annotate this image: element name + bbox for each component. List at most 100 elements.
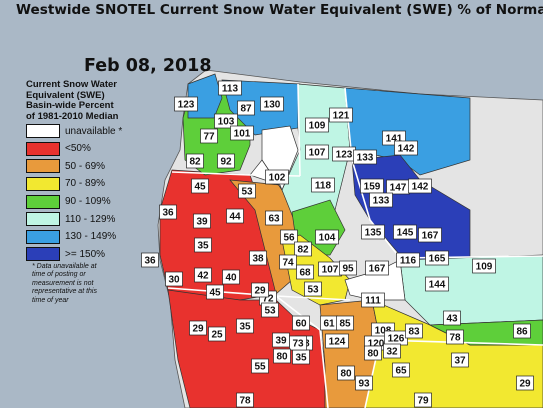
basin-label: 95 xyxy=(339,260,357,276)
basin-value: 144 xyxy=(429,280,446,291)
basin-value: 78 xyxy=(239,396,251,407)
legend-item-unavailable: unavailable * xyxy=(26,122,196,140)
basin-label: 109 xyxy=(305,117,329,133)
basin-label-box xyxy=(200,128,218,144)
basin-value: 104 xyxy=(319,233,336,244)
basin-label: 159 xyxy=(360,178,384,194)
basin-value: 107 xyxy=(309,148,326,159)
basin-value: 37 xyxy=(454,356,466,367)
basin-label-box xyxy=(208,326,226,342)
basin-label-box xyxy=(304,281,322,297)
basin-value: 38 xyxy=(252,254,264,265)
boundary-id-nv xyxy=(275,295,351,301)
basin-value: 80 xyxy=(340,369,352,380)
basin-value: 60 xyxy=(295,319,307,330)
basin-value: 103 xyxy=(218,117,235,128)
basin-label: 87 xyxy=(237,100,255,116)
basin-label-box xyxy=(226,208,244,224)
basin-label: 102 xyxy=(265,169,289,185)
basin-value: 167 xyxy=(422,231,439,242)
basin-value: 35 xyxy=(197,241,209,252)
basin-value: 133 xyxy=(373,196,390,207)
basin-label: 45 xyxy=(206,284,224,300)
basin-label-box xyxy=(217,153,235,169)
basin-label: 142 xyxy=(394,140,418,156)
basin-label-box xyxy=(361,224,385,240)
basin-value: 133 xyxy=(357,153,374,164)
basin-label: 107 xyxy=(305,144,329,160)
boundary-ca-nv xyxy=(275,295,329,408)
basin-label: 29 xyxy=(251,282,269,298)
basin-label: 80 xyxy=(273,348,291,364)
legend-label: 130 - 149% xyxy=(65,231,117,243)
basin-value: 36 xyxy=(162,208,174,219)
basin-value: 107 xyxy=(322,265,339,276)
basin-label-box xyxy=(361,292,385,308)
basin-label: 68 xyxy=(296,264,314,280)
basin-label: 104 xyxy=(315,229,339,245)
basin-label: 30 xyxy=(165,271,183,287)
basin-value: 61 xyxy=(323,319,335,330)
basin-label-box xyxy=(296,264,314,280)
basin-label-box xyxy=(394,140,418,156)
basin-label-box xyxy=(305,117,329,133)
basin-value: 93 xyxy=(358,379,370,390)
basin-label-box xyxy=(408,178,432,194)
basin-value: 30 xyxy=(168,275,180,286)
legend-swatch xyxy=(26,159,60,174)
basin-label-box xyxy=(305,144,329,160)
basin-value: 45 xyxy=(209,288,221,299)
basin-label: 93 xyxy=(355,375,373,391)
basin-label-box xyxy=(369,192,393,208)
basin-label: 45 xyxy=(191,178,209,194)
basin-label: 74 xyxy=(279,254,297,270)
basin-value: 65 xyxy=(395,366,407,377)
basin-value: 79 xyxy=(417,396,429,407)
legend-title-line: of 1981-2010 Median xyxy=(26,110,119,122)
basin-label: 118 xyxy=(311,177,335,193)
basin-value: 42 xyxy=(197,271,209,282)
basin-value: 101 xyxy=(234,129,251,140)
basin-label-box xyxy=(237,100,255,116)
legend-item-110-129: 110 - 129% xyxy=(26,210,196,228)
basin-value: 77 xyxy=(203,132,215,143)
map-date: Feb 08, 2018 xyxy=(84,56,212,76)
basin-label: 167 xyxy=(365,260,389,276)
basin-label-box xyxy=(251,358,269,374)
basin-label: 79 xyxy=(414,392,432,408)
basin-label-box xyxy=(446,329,464,345)
region-unavailable-1 xyxy=(261,125,299,191)
basin-label-box xyxy=(289,335,307,351)
basin-label-box xyxy=(393,224,417,240)
basin-label: 63 xyxy=(265,210,283,226)
legend-item-50-69: 50 - 69% xyxy=(26,158,196,176)
basin-value: 109 xyxy=(309,121,326,132)
basin-label: 39 xyxy=(193,213,211,229)
boundary-wa-id xyxy=(297,83,301,177)
basin-label: 40 xyxy=(222,269,240,285)
basin-value: 124 xyxy=(329,337,346,348)
region-montana-east-teal xyxy=(399,254,543,326)
basin-value: 39 xyxy=(275,336,287,347)
basin-label: 82 xyxy=(294,241,312,257)
basin-label-box xyxy=(273,348,291,364)
basin-value: 53 xyxy=(264,306,276,317)
basin-value: 40 xyxy=(225,273,237,284)
basin-label-box xyxy=(355,375,373,391)
basin-label: 60 xyxy=(292,315,310,331)
basin-value: 63 xyxy=(268,214,280,225)
basin-label-box xyxy=(186,153,204,169)
basin-label: 109 xyxy=(472,258,496,274)
basin-value: 72 xyxy=(262,294,274,305)
legend-footnote: * Data unavailable at time of posting or… xyxy=(32,263,97,304)
basin-value: 120 xyxy=(368,339,385,350)
basin-label-box xyxy=(261,302,279,318)
basin-label-box xyxy=(279,254,297,270)
basin-label: 124 xyxy=(325,333,349,349)
basin-label-box xyxy=(191,178,209,194)
basin-label-box xyxy=(443,310,461,326)
basin-label: 35 xyxy=(194,237,212,253)
basin-value: 80 xyxy=(276,352,288,363)
